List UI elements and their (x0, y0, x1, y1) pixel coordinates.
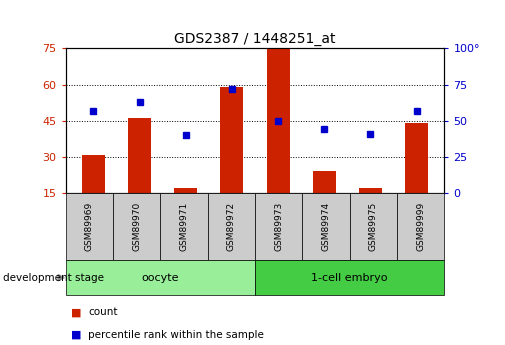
Bar (267, 48, 290, 193)
Text: GSM89972: GSM89972 (227, 202, 236, 252)
Text: GSM89973: GSM89973 (274, 202, 283, 252)
Bar (82, 155, 105, 193)
Text: GSM89974: GSM89974 (322, 202, 331, 252)
Text: development stage: development stage (3, 273, 104, 283)
Text: GSM89999: GSM89999 (416, 202, 425, 252)
Bar (220, 87, 243, 193)
Text: GSM89975: GSM89975 (369, 202, 378, 252)
Text: GSM89969: GSM89969 (85, 202, 94, 252)
Bar (174, 188, 197, 193)
Bar (405, 123, 428, 193)
Text: ■: ■ (71, 330, 81, 339)
Text: oocyte: oocyte (141, 273, 179, 283)
Text: count: count (88, 307, 118, 317)
Bar (313, 171, 336, 193)
Text: ■: ■ (71, 307, 81, 317)
Text: 1-cell embryo: 1-cell embryo (312, 273, 388, 283)
Text: GSM89970: GSM89970 (132, 202, 141, 252)
Text: percentile rank within the sample: percentile rank within the sample (88, 330, 264, 339)
Text: GSM89971: GSM89971 (179, 202, 188, 252)
Bar (128, 118, 151, 193)
Bar (359, 188, 382, 193)
Title: GDS2387 / 1448251_at: GDS2387 / 1448251_at (174, 32, 336, 46)
